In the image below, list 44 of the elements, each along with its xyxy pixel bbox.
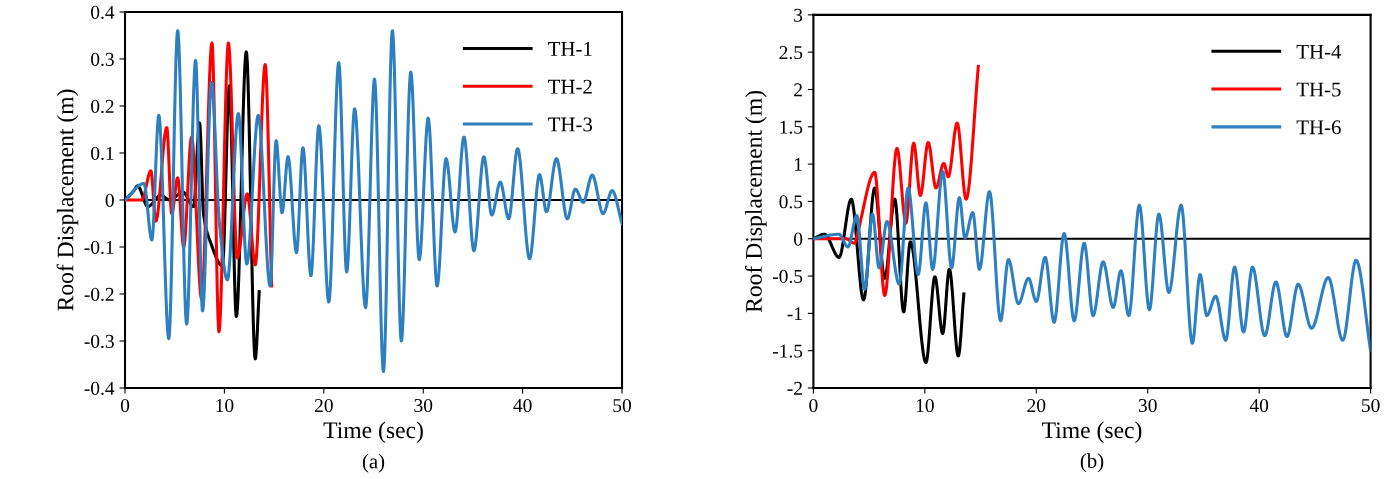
y-tick-label: 0.2 [91,99,114,113]
x-tick-label: 40 [513,398,532,413]
legend-label: TH-6 [1296,120,1341,135]
y-tick-label: -0.4 [84,381,115,396]
y-tick-label: -1 [787,307,802,321]
x-tick-label: 20 [314,398,333,413]
y-tick-label: -2 [787,381,802,395]
y-tick-label: 0.4 [91,5,115,19]
y-tick-label: 0.1 [91,146,114,160]
x-tick-label: 20 [1027,398,1046,413]
y-tick-label: 2.5 [779,46,803,60]
x-tick-label: 50 [1362,398,1380,413]
x-tick-label: 40 [1249,398,1269,413]
y-tick-label: 0 [794,232,803,246]
x-tick-label: 10 [216,398,234,413]
text: (b) [1080,453,1104,473]
x-tick-label: 30 [414,398,433,413]
y-tick-label: 2 [794,83,802,97]
legend-label: TH-1 [548,41,592,56]
legend-label: TH-4 [1296,44,1342,59]
legend-label: TH-2 [548,79,592,94]
y-tick-label: 0.3 [91,52,114,66]
x-tick-label: 30 [1138,398,1157,413]
y-axis-title: Roof Displacement (m) [56,89,79,311]
y-tick-label: -0.3 [84,334,114,349]
y-tick-label: -0.1 [84,240,114,255]
y-tick-label: 1.5 [780,120,803,134]
text: (a) [362,453,385,473]
x-tick-label: 0 [120,398,130,413]
x-tick-label: 0 [809,398,818,413]
y-tick-label: -1.5 [772,344,803,358]
y-tick-label: 3 [794,8,803,22]
y-tick-label: 0 [105,193,114,207]
x-tick-label: 10 [916,398,934,413]
y-tick-label: 0.5 [779,195,803,209]
x-tick-label: 50 [613,398,631,413]
y-axis-title: Roof Displacement (m) [745,90,767,313]
y-tick-label: -0.5 [772,269,803,284]
x-axis-title: Time (sec) [323,421,423,444]
x-axis-title: Time (sec) [1042,421,1142,444]
legend-label: TH-5 [1296,82,1341,97]
y-tick-label: -0.2 [84,287,114,302]
legend-label: TH-3 [548,117,593,132]
y-tick-label: 1 [794,158,802,171]
